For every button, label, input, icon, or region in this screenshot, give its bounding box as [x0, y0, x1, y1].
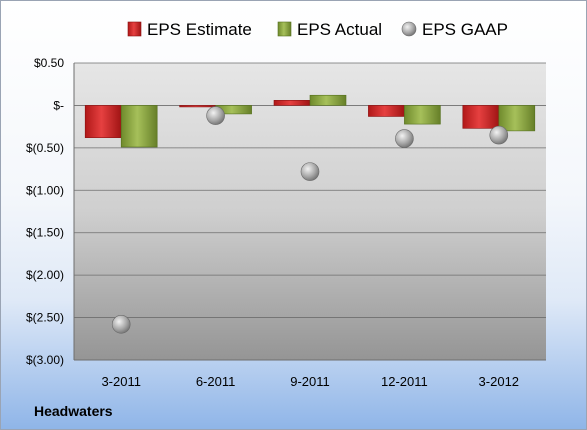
eps-estimate-bar [84, 105, 122, 138]
eps-chart: EPS Estimate EPS Actual EPS GAAP $0.50 $- $(… [26, 20, 546, 389]
y-tick-label: $(3.00) [26, 353, 64, 367]
eps-gaap-point [111, 315, 131, 334]
eps-estimate-bar [179, 105, 216, 108]
x-tick-label: 12-2011 [381, 374, 428, 389]
bars [84, 94, 536, 148]
eps-actual-bar [498, 105, 536, 132]
gaap-points [111, 106, 509, 334]
eps-gaap-point [395, 129, 414, 148]
eps-gaap-point [300, 162, 320, 181]
y-axis: $0.50 $- $(0.50) $(1.00) $(1.50) $(2.00) $(2.5… [26, 56, 546, 367]
x-tick-label: 6-2011 [196, 374, 236, 389]
legend-gaap-icon [401, 21, 417, 37]
x-tick-label: 3-2011 [101, 374, 141, 389]
y-tick-label: $0.50 [34, 56, 64, 70]
eps-actual-bar [309, 94, 347, 106]
eps-estimate-bar [273, 100, 311, 106]
eps-gaap-point [206, 106, 225, 125]
legend: EPS Estimate EPS Actual EPS GAAP [127, 20, 508, 39]
y-tick-label: $- [53, 98, 64, 112]
x-tick-label: 3-2012 [479, 374, 519, 389]
eps-actual-bar [404, 105, 441, 125]
company-name: Headwaters [34, 403, 113, 419]
eps-estimate-bar [462, 105, 500, 129]
x-axis: 3-2011 6-2011 9-2011 12-2011 3-2012 [101, 374, 519, 389]
y-tick-label: $(0.50) [26, 141, 64, 155]
eps-estimate-bar [368, 105, 405, 117]
eps-actual-bar [120, 105, 158, 148]
y-tick-label: $(1.00) [26, 183, 64, 197]
legend-actual-icon [277, 21, 292, 37]
legend-estimate-icon [127, 21, 142, 37]
eps-gaap-point [489, 125, 509, 145]
legend-label: EPS Estimate [147, 20, 252, 39]
y-tick-label: $(2.50) [26, 311, 64, 325]
legend-label: EPS GAAP [422, 20, 508, 39]
y-tick-label: $(2.00) [26, 268, 64, 282]
x-tick-label: 9-2011 [290, 374, 330, 389]
legend-label: EPS Actual [297, 20, 382, 39]
y-tick-label: $(1.50) [26, 226, 64, 240]
